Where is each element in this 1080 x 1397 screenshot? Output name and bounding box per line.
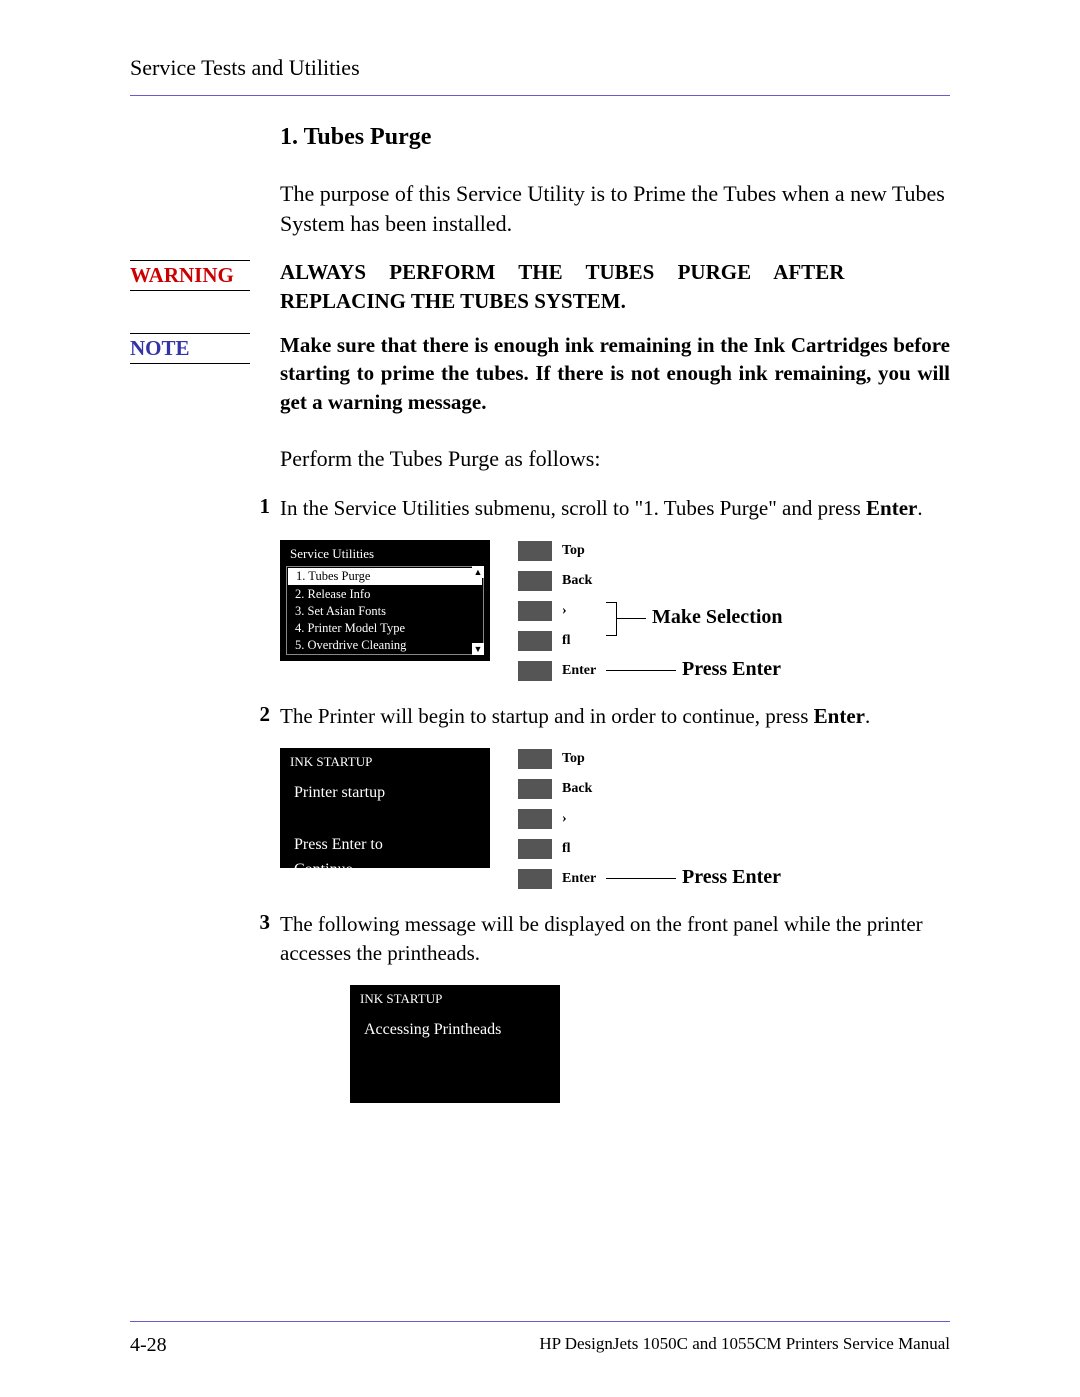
enter-button[interactable]	[518, 869, 552, 889]
step-2: 2 The Printer will begin to startup and …	[280, 702, 950, 730]
lcd2-body: Printer startup Press Enter to Continue	[280, 774, 490, 888]
top-button[interactable]	[518, 749, 552, 769]
page: Service Tests and Utilities 1. Tubes Pur…	[0, 0, 1080, 1397]
enter-button[interactable]	[518, 661, 552, 681]
button-column-2: Top Back › fl Enter	[518, 748, 602, 890]
bottom-rule	[130, 1321, 950, 1322]
menu-item: 4. Printer Model Type	[287, 620, 483, 637]
step-3-text: The following message will be displayed …	[280, 910, 950, 967]
make-selection-label: Make Selection	[652, 606, 783, 629]
press-enter-label: Press Enter	[682, 658, 781, 681]
warning-label: WARNING	[130, 260, 250, 291]
note-label: NOTE	[130, 333, 250, 364]
menu-item: 2. Release Info	[287, 586, 483, 603]
lcd-screen-1: Service Utilities ▲ 1. Tubes Purge 2. Re…	[280, 540, 490, 661]
warning-text: ALWAYS PERFORM THE TUBES PURGE AFTER REP…	[280, 258, 844, 315]
content-area: 1. Tubes Purge The purpose of this Servi…	[280, 124, 950, 1103]
warning-callout: WARNING ALWAYS PERFORM THE TUBES PURGE A…	[280, 258, 950, 315]
note-text: Make sure that there is enough ink remai…	[280, 331, 950, 416]
perform-text: Perform the Tubes Purge as follows:	[280, 444, 950, 474]
page-footer: 4-28 HP DesignJets 1050C and 1055CM Prin…	[130, 1313, 950, 1357]
lcd-screen-3: INK STARTUP Accessing Printheads	[350, 985, 560, 1103]
down-button[interactable]	[518, 631, 552, 651]
lcd-screen-2: INK STARTUP Printer startup Press Enter …	[280, 748, 490, 868]
lcd3-title: INK STARTUP	[350, 991, 560, 1011]
figure-3: INK STARTUP Accessing Printheads	[350, 985, 950, 1103]
manual-title: HP DesignJets 1050C and 1055CM Printers …	[539, 1334, 950, 1357]
back-button[interactable]	[518, 779, 552, 799]
figure-1: Service Utilities ▲ 1. Tubes Purge 2. Re…	[280, 540, 950, 682]
section-title: 1. Tubes Purge	[280, 124, 950, 151]
step-1-text: In the Service Utilities submenu, scroll…	[280, 494, 923, 522]
step-1-number: 1	[246, 494, 280, 522]
button-column-1: Top Back › fl Enter	[518, 540, 602, 682]
scroll-up-icon: ▲	[472, 566, 484, 578]
scroll-down-icon: ▼	[472, 643, 484, 655]
top-button[interactable]	[518, 541, 552, 561]
step-3: 3 The following message will be displaye…	[280, 910, 950, 967]
up-button[interactable]	[518, 601, 552, 621]
lcd1-menu: ▲ 1. Tubes Purge 2. Release Info 3. Set …	[286, 566, 484, 655]
menu-item: 3. Set Asian Fonts	[287, 603, 483, 620]
note-callout: NOTE Make sure that there is enough ink …	[280, 331, 950, 416]
lcd3-body: Accessing Printheads	[350, 1011, 560, 1049]
step-2-text: The Printer will begin to startup and in…	[280, 702, 870, 730]
figure-2: INK STARTUP Printer startup Press Enter …	[280, 748, 950, 890]
menu-item: 5. Overdrive Cleaning	[287, 637, 483, 654]
lcd1-title: Service Utilities	[280, 546, 490, 566]
press-enter-label: Press Enter	[682, 866, 781, 889]
up-button[interactable]	[518, 809, 552, 829]
step-1: 1 In the Service Utilities submenu, scro…	[280, 494, 950, 522]
page-header: Service Tests and Utilities	[130, 55, 950, 81]
back-button[interactable]	[518, 571, 552, 591]
lcd2-title: INK STARTUP	[280, 754, 490, 774]
page-number: 4-28	[130, 1334, 167, 1357]
down-button[interactable]	[518, 839, 552, 859]
step-3-number: 3	[246, 910, 280, 967]
intro-paragraph: The purpose of this Service Utility is t…	[280, 179, 950, 238]
menu-item: 1. Tubes Purge	[288, 568, 482, 585]
top-rule	[130, 95, 950, 96]
step-2-number: 2	[246, 702, 280, 730]
